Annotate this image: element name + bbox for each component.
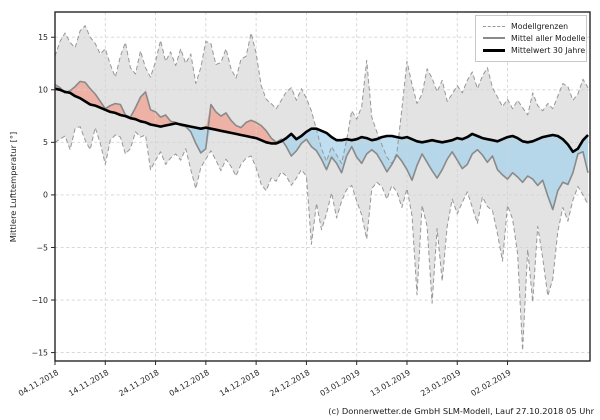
below-normal-fill	[55, 88, 588, 210]
black-line-swatch	[483, 48, 505, 52]
x-tick-label: 24.12.2018	[268, 368, 311, 398]
x-tick-label: 24.11.2018	[117, 368, 160, 398]
chart-legend: Modellgrenzen Mittel aller Modelle Mitte…	[475, 15, 587, 62]
x-tick-label: 04.12.2018	[168, 368, 211, 398]
y-tick-label: 0	[43, 191, 48, 200]
dashed-line-swatch	[483, 25, 505, 27]
x-tick-label: 13.01.2019	[369, 368, 412, 398]
x-tick-label: 14.11.2018	[67, 368, 110, 398]
legend-item-mittelwert-30-jahre: Mittelwert 30 Jahre	[483, 44, 585, 56]
y-tick-label: 5	[43, 138, 48, 147]
legend-label: Mittel aller Modelle	[511, 33, 586, 43]
y-tick-label: 10	[38, 86, 48, 95]
x-tick-label: 03.01.2019	[319, 368, 362, 398]
legend-label: Modellgrenzen	[511, 21, 569, 31]
y-tick-label: −5	[37, 243, 49, 252]
x-tick-label: 14.12.2018	[218, 368, 261, 398]
lower-bound-line	[54, 126, 589, 351]
gray-line-swatch	[483, 37, 505, 39]
upper-bound-line	[54, 25, 589, 164]
x-tick-label: 02.02.2019	[469, 368, 512, 398]
legend-label: Mittelwert 30 Jahre	[511, 45, 586, 55]
climate-mean-line	[54, 87, 589, 154]
y-tick-label: 15	[38, 33, 48, 42]
model-range-band	[55, 25, 588, 351]
legend-item-modellgrenzen: Modellgrenzen	[483, 20, 579, 32]
x-tick-label: 04.11.2018	[17, 368, 60, 398]
copyright-caption: (c) Donnerwetter.de GmbH SLM-Modell, Lau…	[328, 406, 594, 416]
plot-border	[54, 11, 591, 362]
y-axis-label: Mittlere Lufttemperatur [°]	[8, 131, 18, 243]
y-tick-label: −10	[32, 296, 48, 305]
x-tick-label: 23.01.2019	[419, 368, 462, 398]
legend-item-mittel-aller-modelle: Mittel aller Modelle	[483, 32, 585, 44]
model-mean-line	[54, 80, 589, 211]
y-tick-label: −15	[32, 348, 48, 357]
